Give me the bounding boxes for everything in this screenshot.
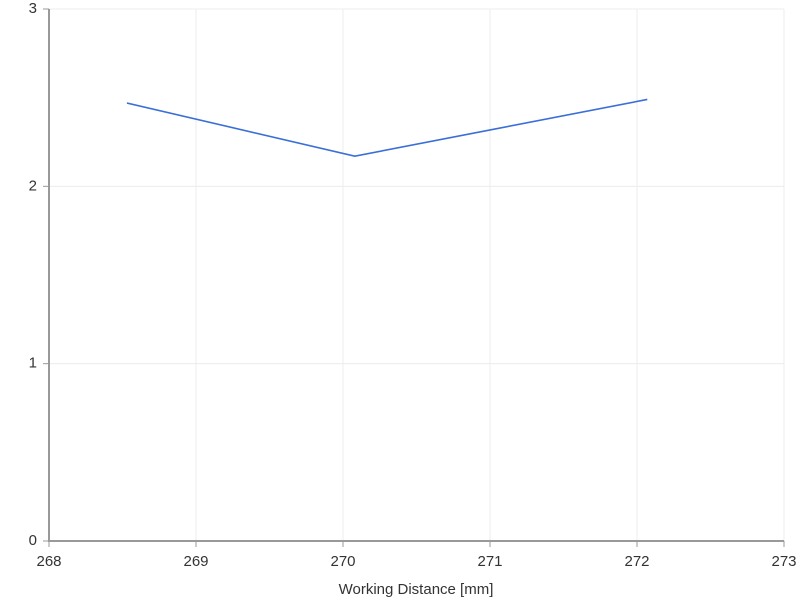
- x-tick-label: 273: [771, 553, 796, 570]
- x-tick-label: 272: [624, 553, 649, 570]
- data-line: [126, 98, 648, 158]
- x-tick-label: 271: [477, 553, 502, 570]
- x-tick-label: 270: [330, 553, 355, 570]
- y-tick-label: 2: [29, 177, 37, 194]
- y-tick-label: 1: [29, 355, 37, 372]
- y-tick-label: 0: [29, 532, 37, 549]
- x-axis-label: Working Distance [mm]: [339, 581, 494, 598]
- x-tick-label: 269: [183, 553, 208, 570]
- y-tick-label: 3: [29, 0, 37, 17]
- x-tick-label: 268: [36, 553, 61, 570]
